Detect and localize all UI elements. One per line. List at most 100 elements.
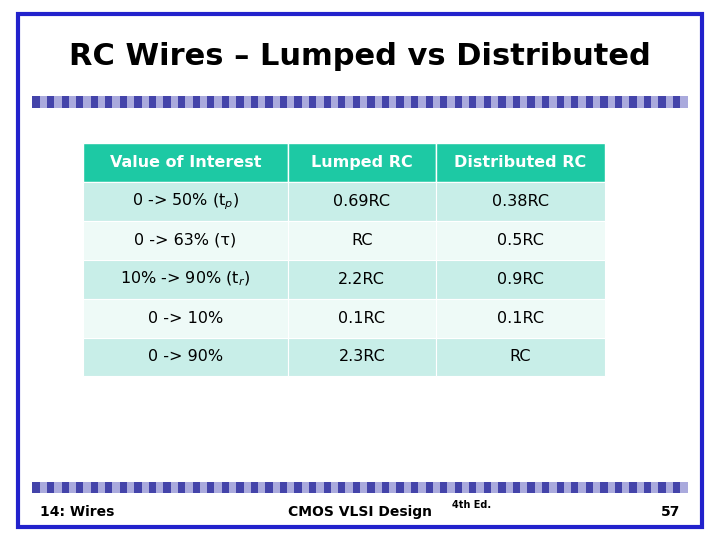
Bar bbox=[331, 482, 338, 493]
Bar bbox=[513, 482, 520, 493]
Text: 0.5RC: 0.5RC bbox=[497, 233, 544, 248]
Text: 4th Ed.: 4th Ed. bbox=[452, 500, 491, 510]
Bar bbox=[83, 143, 288, 182]
Bar bbox=[243, 482, 251, 493]
Bar bbox=[651, 96, 659, 108]
Bar bbox=[353, 96, 360, 108]
Bar bbox=[142, 96, 149, 108]
Text: 0.69RC: 0.69RC bbox=[333, 194, 390, 209]
Bar bbox=[433, 96, 440, 108]
Bar bbox=[608, 96, 615, 108]
Bar bbox=[659, 482, 666, 493]
Bar bbox=[54, 96, 61, 108]
Bar bbox=[680, 96, 688, 108]
Bar bbox=[266, 96, 273, 108]
Bar bbox=[629, 482, 636, 493]
Bar bbox=[615, 482, 622, 493]
Bar bbox=[127, 482, 135, 493]
Bar bbox=[120, 96, 127, 108]
Bar bbox=[69, 482, 76, 493]
Text: 0.9RC: 0.9RC bbox=[497, 272, 544, 287]
Bar bbox=[360, 482, 367, 493]
FancyBboxPatch shape bbox=[18, 14, 702, 526]
Text: 0 -> 10%: 0 -> 10% bbox=[148, 310, 223, 326]
Bar bbox=[666, 96, 673, 108]
Bar bbox=[309, 96, 316, 108]
Bar bbox=[294, 96, 302, 108]
Bar bbox=[287, 482, 294, 493]
Bar bbox=[142, 482, 149, 493]
Bar bbox=[629, 96, 636, 108]
Bar bbox=[469, 96, 477, 108]
Bar bbox=[644, 482, 651, 493]
Bar bbox=[61, 96, 69, 108]
Bar bbox=[69, 96, 76, 108]
Bar bbox=[440, 96, 447, 108]
Bar bbox=[498, 482, 505, 493]
Bar bbox=[105, 482, 112, 493]
Bar bbox=[346, 96, 353, 108]
Bar bbox=[622, 482, 629, 493]
Bar bbox=[659, 96, 666, 108]
Bar bbox=[331, 96, 338, 108]
Bar bbox=[83, 338, 288, 376]
Bar bbox=[83, 182, 288, 221]
Bar bbox=[288, 260, 436, 299]
Bar bbox=[367, 96, 374, 108]
Bar bbox=[200, 96, 207, 108]
Bar bbox=[171, 96, 178, 108]
Bar bbox=[338, 96, 346, 108]
Bar bbox=[593, 96, 600, 108]
Bar bbox=[411, 96, 418, 108]
Bar bbox=[564, 482, 571, 493]
Bar bbox=[309, 482, 316, 493]
Bar bbox=[258, 482, 266, 493]
Bar bbox=[200, 482, 207, 493]
Bar bbox=[207, 96, 215, 108]
Bar bbox=[192, 96, 200, 108]
Bar bbox=[454, 96, 462, 108]
Bar bbox=[135, 96, 142, 108]
Bar bbox=[404, 96, 411, 108]
Bar bbox=[316, 96, 323, 108]
Text: RC Wires – Lumped vs Distributed: RC Wires – Lumped vs Distributed bbox=[69, 42, 651, 71]
Bar bbox=[578, 96, 585, 108]
Bar bbox=[535, 96, 542, 108]
Bar bbox=[105, 96, 112, 108]
Bar bbox=[404, 482, 411, 493]
Bar bbox=[397, 96, 404, 108]
Bar bbox=[433, 482, 440, 493]
Bar bbox=[673, 482, 680, 493]
Text: 0.38RC: 0.38RC bbox=[492, 194, 549, 209]
Bar bbox=[288, 143, 436, 182]
Bar bbox=[288, 182, 436, 221]
Text: RC: RC bbox=[510, 349, 531, 364]
Bar bbox=[76, 96, 84, 108]
Bar bbox=[615, 96, 622, 108]
Bar bbox=[528, 482, 535, 493]
Bar bbox=[505, 96, 513, 108]
Bar bbox=[426, 96, 433, 108]
Bar bbox=[280, 482, 287, 493]
Bar bbox=[666, 482, 673, 493]
Bar bbox=[374, 96, 382, 108]
Bar bbox=[288, 221, 436, 260]
Text: 57: 57 bbox=[661, 505, 680, 519]
Bar bbox=[505, 482, 513, 493]
Bar bbox=[323, 482, 331, 493]
Bar bbox=[273, 96, 280, 108]
Bar bbox=[484, 96, 491, 108]
Bar bbox=[83, 260, 288, 299]
Bar bbox=[163, 96, 171, 108]
Bar bbox=[436, 182, 605, 221]
Bar bbox=[112, 482, 120, 493]
Bar bbox=[513, 96, 520, 108]
Bar bbox=[491, 482, 498, 493]
Bar bbox=[98, 96, 105, 108]
Bar bbox=[462, 96, 469, 108]
Bar bbox=[98, 482, 105, 493]
Bar bbox=[593, 482, 600, 493]
Bar bbox=[287, 96, 294, 108]
Bar bbox=[156, 482, 163, 493]
Text: 0 -> 90%: 0 -> 90% bbox=[148, 349, 223, 364]
